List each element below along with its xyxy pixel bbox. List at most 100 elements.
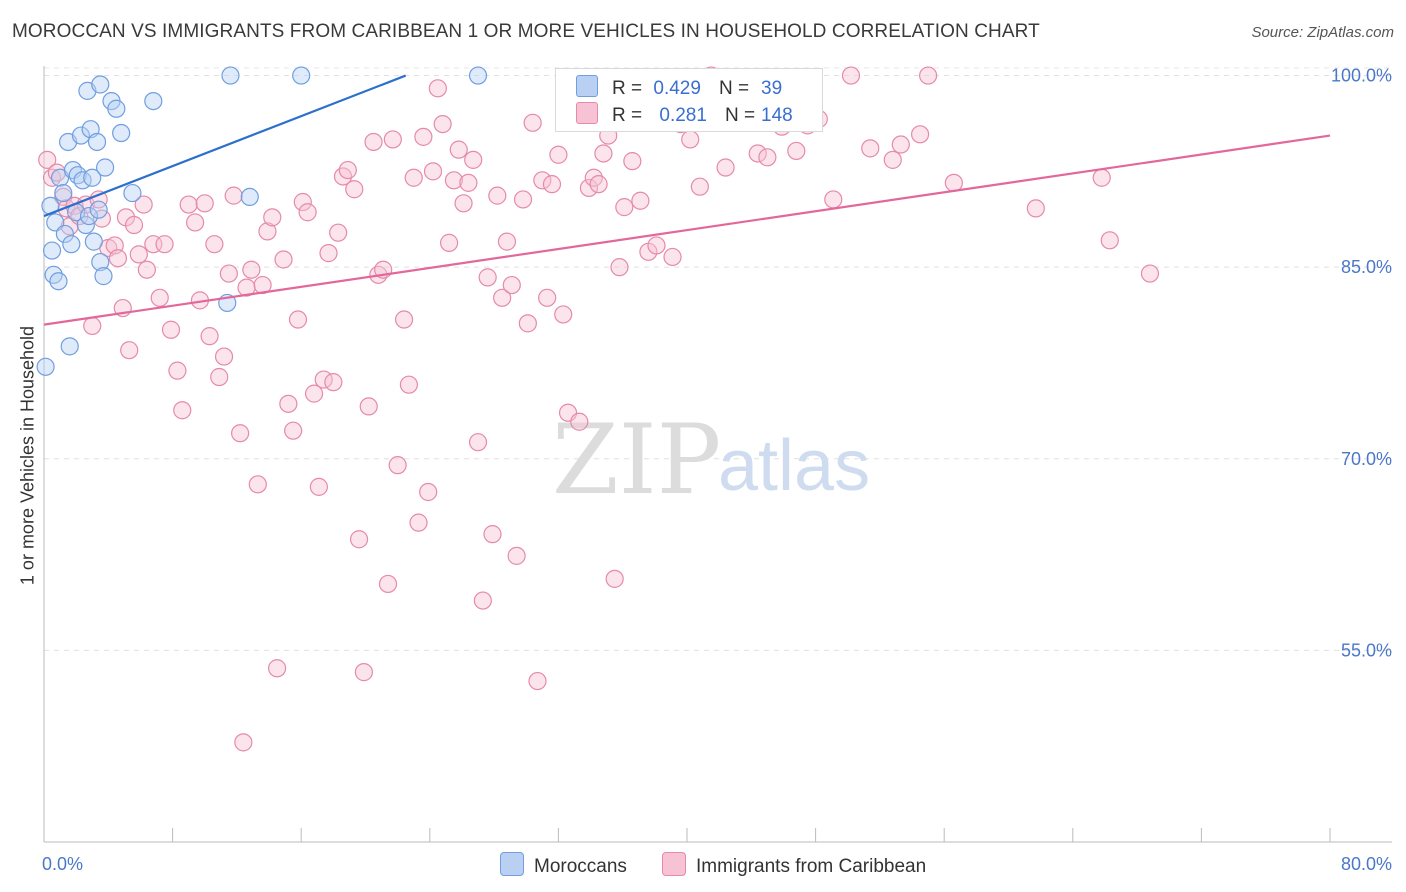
y-tick-label: 70.0% xyxy=(1341,449,1392,469)
data-point xyxy=(383,130,402,149)
data-point xyxy=(161,320,181,339)
x-tick-label-min: 0.0% xyxy=(42,854,83,874)
data-point xyxy=(1140,264,1160,283)
watermark-atlas: atlas xyxy=(718,426,870,506)
data-point xyxy=(155,235,174,254)
data-point xyxy=(329,223,348,242)
data-point xyxy=(623,152,642,171)
data-point xyxy=(49,272,68,291)
data-point xyxy=(123,183,142,203)
data-point xyxy=(274,250,293,269)
data-point xyxy=(267,659,287,678)
data-point xyxy=(919,66,938,85)
data-point xyxy=(292,66,311,85)
data-point xyxy=(79,206,99,226)
data-point xyxy=(349,530,369,549)
data-point xyxy=(173,401,192,420)
chart-title: MOROCCAN VS IMMIGRANTS FROM CARIBBEAN 1 … xyxy=(12,21,1040,42)
data-point xyxy=(454,194,473,213)
data-point xyxy=(108,249,128,268)
y-tick-label: 100.0% xyxy=(1331,66,1392,86)
data-point xyxy=(186,213,205,232)
data-point xyxy=(83,168,102,187)
data-point xyxy=(345,180,364,199)
legend-swatch-blue xyxy=(576,75,598,97)
data-point xyxy=(258,222,277,241)
legend-row-caribbean: R = 0.281 N = 148 xyxy=(576,102,793,128)
data-point xyxy=(404,168,423,187)
r-value-moroccans: 0.429 xyxy=(653,78,701,99)
data-point xyxy=(1100,231,1119,250)
data-point xyxy=(304,384,324,403)
legend-swatch-pink xyxy=(576,102,598,124)
data-point xyxy=(89,190,108,209)
data-point xyxy=(423,162,443,181)
data-point xyxy=(861,139,880,158)
data-point xyxy=(542,175,562,194)
data-point xyxy=(493,288,512,307)
y-tick-label: 55.0% xyxy=(1341,640,1392,660)
bottom-legend-caribbean: Immigrants from Caribbean xyxy=(662,852,926,878)
data-point xyxy=(83,316,102,336)
y-axis-label: 1 or more Vehicles in Household xyxy=(17,325,38,586)
trend-line-moroccans xyxy=(43,74,407,218)
source-label: Source: ZipAtlas.com xyxy=(1251,24,1394,41)
data-point xyxy=(364,132,383,152)
data-point xyxy=(200,327,219,346)
data-point xyxy=(787,141,806,161)
tick-labels: 55.0% 70.0% 85.0% 100.0% 0.0% 80.0% xyxy=(42,66,1392,874)
data-point xyxy=(107,99,126,118)
data-point xyxy=(354,663,373,682)
data-point xyxy=(841,66,861,85)
stats-legend: R = 0.429 N = 39 R = 0.281 N = 148 xyxy=(555,68,823,132)
data-point xyxy=(84,232,103,251)
data-point xyxy=(716,158,735,177)
data-point xyxy=(279,394,298,413)
data-point xyxy=(137,260,156,279)
data-point xyxy=(464,150,483,169)
data-point xyxy=(288,310,308,329)
data-point xyxy=(579,178,599,198)
data-point xyxy=(1092,168,1111,187)
data-point xyxy=(468,433,488,452)
data-point xyxy=(449,140,468,159)
data-point xyxy=(221,66,240,85)
data-point xyxy=(594,144,613,163)
data-point xyxy=(394,310,414,329)
data-point xyxy=(433,114,452,134)
data-point xyxy=(428,79,447,98)
data-point xyxy=(54,183,73,203)
data-point xyxy=(42,241,62,260)
data-point xyxy=(528,671,547,691)
y-tick-label: 85.0% xyxy=(1341,257,1392,277)
watermark-zip: ZIP xyxy=(552,404,721,516)
legend-row-moroccans: R = 0.429 N = 39 xyxy=(576,75,782,101)
data-point xyxy=(38,150,57,169)
data-point xyxy=(263,208,282,227)
data-point xyxy=(378,574,398,594)
axes xyxy=(43,66,1392,843)
data-point xyxy=(284,421,303,440)
r-value-caribbean: 0.281 xyxy=(659,105,707,126)
data-point xyxy=(523,113,542,132)
data-point xyxy=(473,591,492,610)
data-point xyxy=(824,190,843,209)
data-point xyxy=(409,513,428,532)
data-point xyxy=(554,305,573,324)
gridlines xyxy=(44,67,1392,651)
data-point xyxy=(883,150,902,169)
data-point xyxy=(497,232,517,251)
data-point xyxy=(589,175,608,194)
data-point xyxy=(293,192,312,212)
data-point xyxy=(444,171,464,190)
data-point xyxy=(144,91,163,111)
data-point xyxy=(891,135,910,154)
trend-line-caribbean xyxy=(43,134,1331,326)
data-point xyxy=(62,235,81,254)
data-point xyxy=(549,145,568,164)
data-point xyxy=(87,132,107,152)
bottom-swatch-pink xyxy=(662,852,686,876)
data-point xyxy=(502,275,521,295)
data-point xyxy=(748,144,767,163)
